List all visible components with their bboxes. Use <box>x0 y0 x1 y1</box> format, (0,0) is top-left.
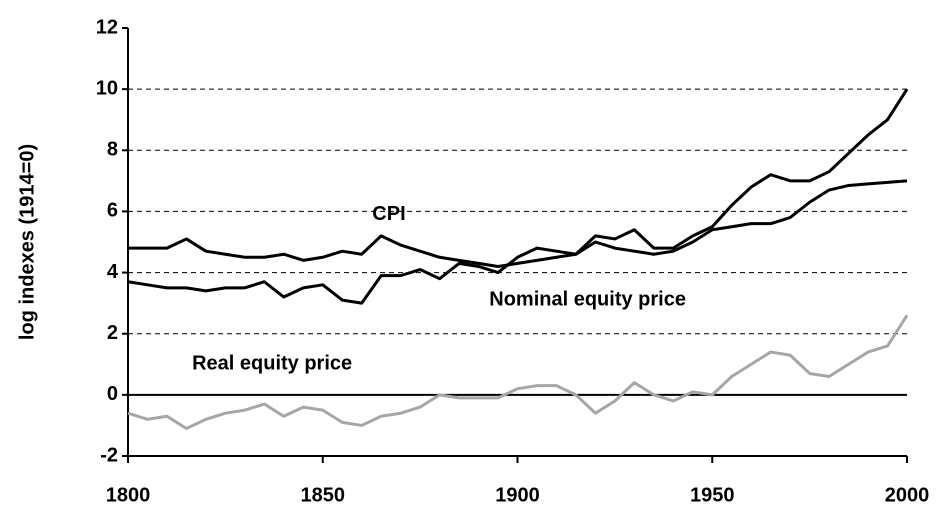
y-tick-label: -2 <box>100 444 118 466</box>
y-tick-label: 10 <box>96 77 118 99</box>
series-label: Real equity price <box>192 353 352 375</box>
y-tick-label: 12 <box>96 16 118 38</box>
y-tick-label: 2 <box>107 322 118 344</box>
series-label: Nominal equity price <box>489 288 686 310</box>
y-tick-label: 0 <box>107 383 118 405</box>
series-line <box>127 314 909 430</box>
series-label: CPI <box>372 203 405 225</box>
series-line <box>128 179 908 268</box>
x-tick-label: 1800 <box>106 484 151 506</box>
x-tick-label: 1950 <box>690 484 735 506</box>
y-axis-label: log indexes (1914=0) <box>16 144 38 340</box>
y-tick-label: 6 <box>107 200 118 222</box>
y-tick-label: 4 <box>107 261 119 283</box>
x-tick-label: 2000 <box>885 484 930 506</box>
y-tick-label: 8 <box>107 139 118 161</box>
x-tick-label: 1900 <box>495 484 540 506</box>
x-tick-label: 1850 <box>301 484 346 506</box>
series-line <box>127 88 909 305</box>
